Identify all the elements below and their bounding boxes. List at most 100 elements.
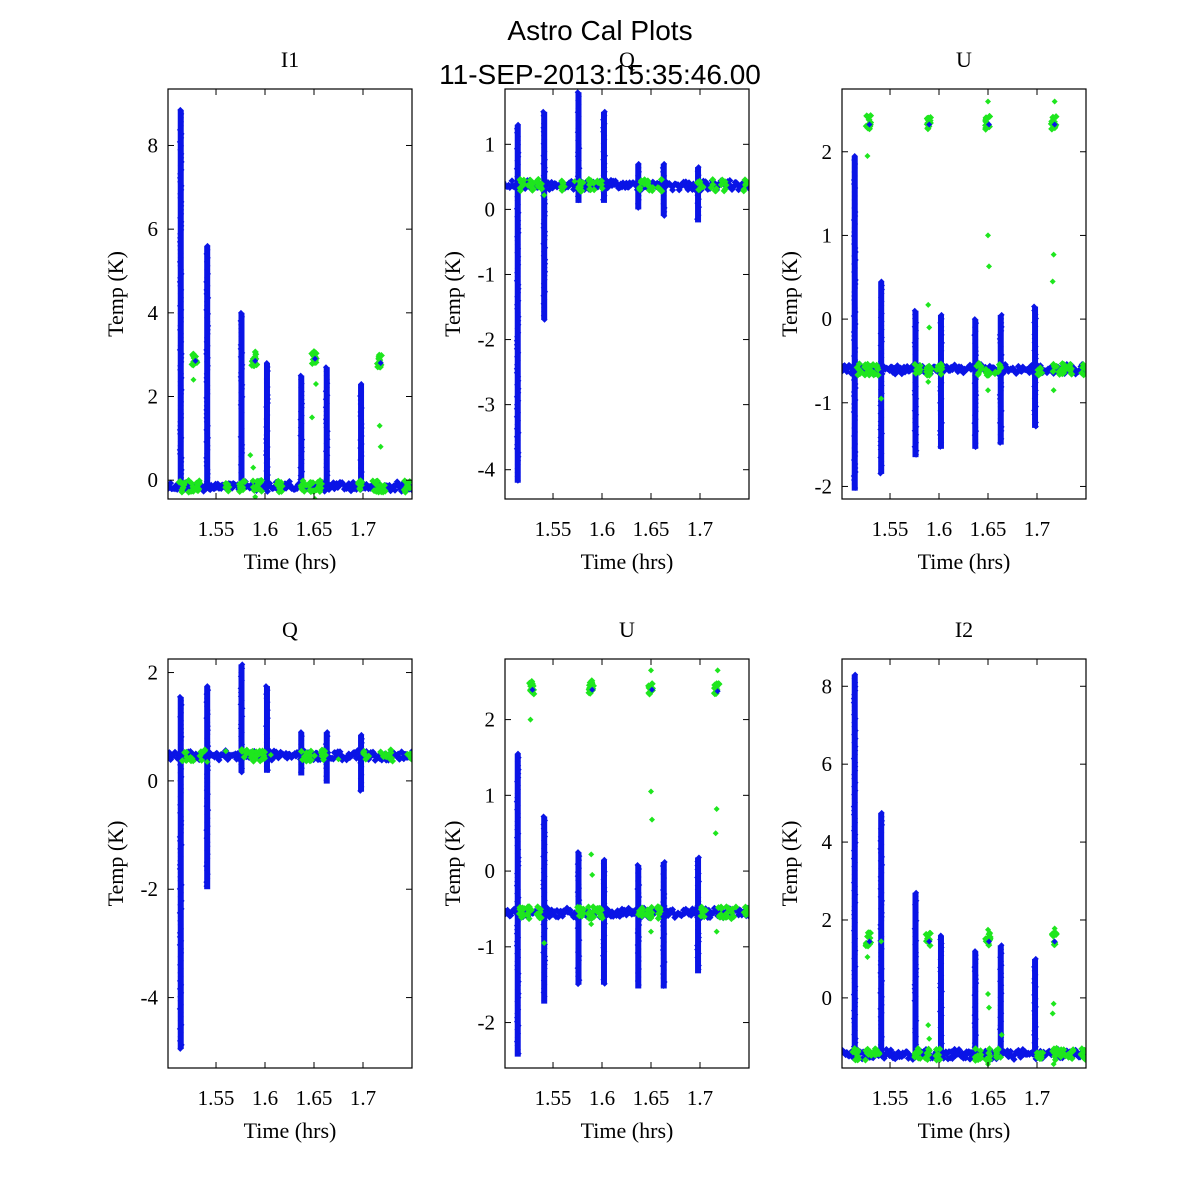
data-point	[985, 387, 992, 394]
series-cal	[175, 348, 412, 499]
data-point	[635, 184, 643, 192]
data-point	[161, 751, 168, 758]
series-main-spike-4	[936, 311, 945, 450]
data-point	[654, 914, 662, 922]
data-point	[861, 361, 869, 369]
data-point	[185, 476, 193, 484]
x-tick-label: 1.55	[535, 1086, 572, 1110]
data-point	[261, 754, 269, 762]
data-point	[541, 940, 548, 947]
data-point	[937, 360, 945, 368]
data-point	[585, 908, 593, 916]
data-point	[712, 185, 720, 193]
data-point	[997, 1053, 1005, 1061]
data-point	[872, 1046, 880, 1054]
y-tick-label: 0	[822, 307, 833, 331]
data-point	[926, 121, 933, 128]
data-point	[335, 756, 342, 763]
data-point	[306, 751, 314, 759]
x-tick-label: 1.65	[633, 1086, 670, 1110]
series-main-spike-6	[659, 858, 668, 989]
x-tick-label: 1.7	[1024, 1086, 1050, 1110]
subplot-title: U	[619, 617, 635, 642]
data-point	[559, 179, 567, 187]
spike-body	[660, 861, 667, 989]
series-main-spike-2	[540, 813, 549, 1004]
data-point	[588, 851, 595, 858]
series-main-spike-7	[1031, 303, 1040, 430]
data-point	[1051, 121, 1058, 128]
data-point	[541, 192, 548, 199]
data-point	[842, 362, 849, 370]
subplot-title: Q	[282, 617, 298, 642]
data-point	[713, 928, 720, 935]
data-point	[253, 477, 261, 485]
x-axis-label: Time (hrs)	[244, 1118, 337, 1143]
data-point	[878, 395, 885, 402]
data-point	[190, 376, 197, 383]
series-main-spike-1	[176, 106, 185, 489]
spike-body	[851, 674, 858, 1057]
x-axis-label: Time (hrs)	[244, 549, 337, 574]
plot-area	[168, 106, 412, 499]
data-point	[1055, 370, 1063, 378]
data-point	[721, 185, 729, 193]
spike-body	[541, 816, 548, 1004]
data-point	[648, 788, 655, 795]
data-point	[926, 370, 934, 378]
data-point	[527, 680, 535, 688]
spike-body	[263, 686, 270, 773]
data-point	[648, 667, 655, 674]
data-point	[238, 747, 246, 755]
data-point	[589, 686, 596, 693]
data-point	[181, 748, 189, 756]
data-point	[249, 477, 257, 485]
spike-body	[514, 753, 521, 1057]
data-point	[1050, 1000, 1057, 1007]
data-point	[1050, 1061, 1057, 1068]
y-tick-label: -1	[478, 262, 496, 286]
data-point	[982, 115, 990, 123]
data-point	[525, 915, 533, 923]
data-point	[867, 112, 875, 120]
data-point	[985, 1045, 993, 1053]
data-point	[740, 185, 748, 193]
data-point	[855, 360, 863, 368]
spike-body	[878, 281, 885, 474]
data-point	[985, 1004, 992, 1011]
spike-body	[323, 732, 330, 784]
data-point	[715, 680, 723, 688]
spike-body	[177, 109, 184, 489]
data-point	[576, 187, 584, 195]
data-point	[1078, 1045, 1086, 1053]
data-point	[1058, 1052, 1066, 1060]
data-point	[584, 903, 592, 911]
subplot-title: I1	[281, 47, 299, 72]
data-point	[308, 350, 316, 358]
data-point	[312, 355, 319, 362]
data-point	[524, 903, 532, 911]
x-tick-label: 1.6	[926, 517, 952, 541]
data-point	[744, 184, 749, 192]
data-point	[311, 496, 318, 499]
series-cal	[516, 175, 749, 199]
series-cal	[849, 925, 1086, 1068]
y-axis-label: Temp (K)	[103, 251, 128, 337]
y-axis-label: Temp (K)	[103, 821, 128, 907]
data-point	[866, 938, 873, 945]
y-tick-label: 6	[822, 752, 833, 776]
y-tick-label: 2	[148, 385, 159, 409]
y-tick-label: 2	[485, 708, 496, 732]
y-tick-label: 0	[822, 986, 833, 1010]
data-point	[849, 1048, 857, 1056]
data-point	[537, 180, 545, 188]
series-main-spike-5	[971, 948, 980, 1059]
data-point	[995, 361, 1003, 369]
data-point	[252, 493, 259, 499]
x-tick-label: 1.7	[687, 1086, 713, 1110]
data-point	[307, 479, 315, 487]
data-point	[252, 357, 259, 364]
data-point	[718, 177, 726, 185]
series-cal	[515, 667, 749, 947]
